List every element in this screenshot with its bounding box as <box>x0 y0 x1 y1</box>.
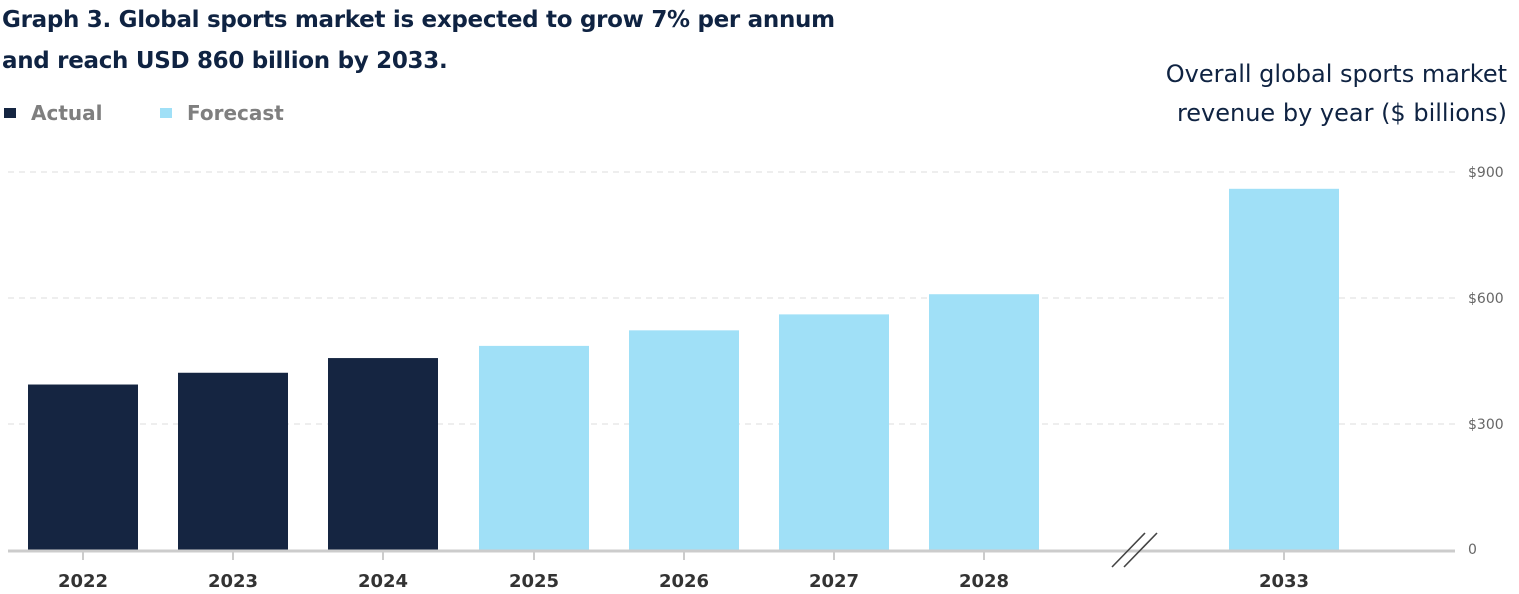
chart-subtitle-line-2: revenue by year ($ billions) <box>1176 99 1507 127</box>
chart-title-line-1: Graph 3. Global sports market is expecte… <box>2 7 835 33</box>
bar-2025 <box>479 345 589 550</box>
x-tick-label: 2023 <box>208 571 258 592</box>
x-tick-label: 2027 <box>809 571 859 592</box>
chart-title-line-2: and reach USD 860 billion by 2033. <box>2 48 448 74</box>
x-tick-label: 2026 <box>659 571 709 592</box>
y-tick-label: 0 <box>1468 542 1477 558</box>
bar-2023 <box>178 372 288 550</box>
x-tick-label: 2033 <box>1259 571 1309 592</box>
y-tick-label: $900 <box>1468 165 1504 181</box>
x-tick-label: 2024 <box>358 571 408 592</box>
legend-swatch-actual <box>4 108 16 118</box>
bar-2033 <box>1229 188 1339 551</box>
legend-item-forecast: Forecast <box>160 101 284 125</box>
chart-subtitle: Overall global sports market revenue by … <box>1087 55 1507 133</box>
x-tick-label: 2025 <box>509 571 559 592</box>
x-tick-label: 2022 <box>58 571 108 592</box>
chart-title: Graph 3. Global sports market is expecte… <box>2 0 902 82</box>
legend-label-actual: Actual <box>31 101 103 125</box>
bar-2022 <box>28 384 138 550</box>
y-tick-label: $600 <box>1468 291 1504 307</box>
bar-2026 <box>629 330 739 550</box>
chart-subtitle-line-1: Overall global sports market <box>1165 60 1507 88</box>
y-tick-label: $300 <box>1468 417 1504 433</box>
bar-2024 <box>328 358 438 550</box>
x-tick-label: 2028 <box>959 571 1009 592</box>
legend-item-actual: Actual <box>4 101 102 125</box>
axis-break-mark <box>1111 532 1146 568</box>
bar-2027 <box>779 314 889 550</box>
axis-break-mark <box>1123 532 1158 568</box>
legend-swatch-forecast <box>160 108 172 118</box>
bar-2028 <box>929 294 1039 550</box>
legend-label-forecast: Forecast <box>187 101 284 125</box>
